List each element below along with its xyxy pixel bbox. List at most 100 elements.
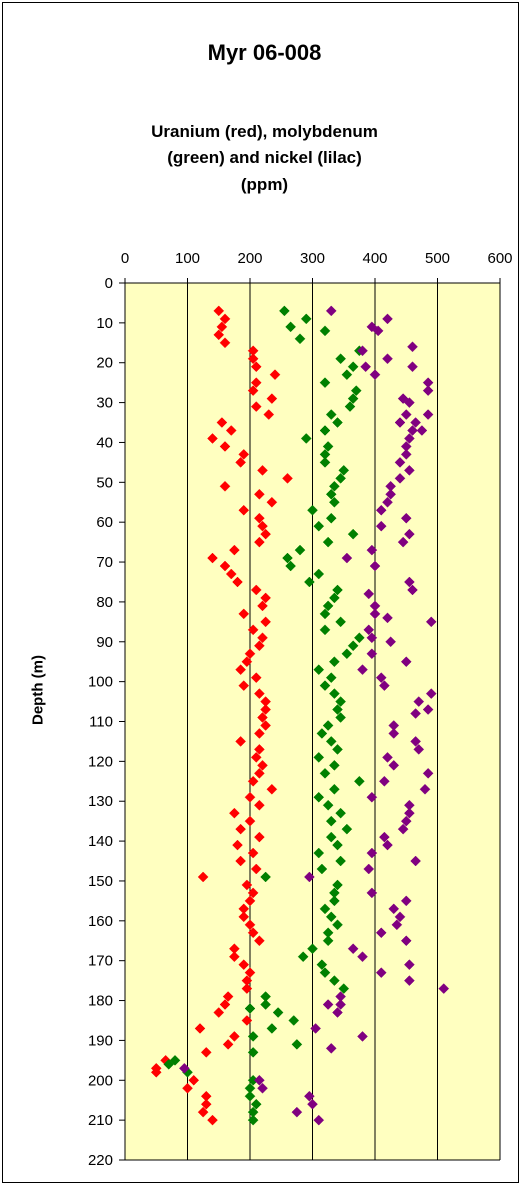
data-point: [325, 512, 337, 524]
chart-subtitle-line-3: (ppm): [240, 175, 289, 194]
data-point: [329, 759, 340, 771]
data-point: [163, 1058, 175, 1070]
data-point: [382, 353, 393, 365]
data-point: [382, 752, 393, 763]
data-point: [400, 656, 412, 668]
data-point: [207, 1114, 218, 1126]
data-point: [391, 919, 403, 931]
chart-title: Myr 06-008: [207, 40, 322, 65]
data-point: [400, 895, 412, 907]
data-point: [235, 736, 246, 747]
data-point: [354, 632, 365, 644]
y-tick-label: 0: [105, 275, 113, 292]
x-tick-label: 200: [237, 250, 262, 267]
data-point: [219, 480, 231, 492]
data-point: [385, 636, 396, 648]
y-tick-label: 160: [88, 913, 113, 930]
data-point: [254, 767, 265, 779]
data-point: [247, 353, 259, 365]
data-point: [357, 951, 368, 963]
y-tick-label: 170: [88, 953, 113, 970]
data-point: [347, 640, 359, 652]
data-point: [354, 775, 365, 787]
data-point: [366, 632, 378, 644]
data-point: [263, 409, 275, 420]
data-point: [404, 433, 415, 444]
data-point: [313, 847, 325, 859]
data-point: [194, 1023, 206, 1034]
data-point: [322, 441, 334, 452]
data-point: [260, 999, 271, 1010]
data-point: [219, 337, 231, 349]
data-point: [310, 1023, 321, 1034]
data-point: [329, 975, 340, 986]
y-tick-label: 90: [96, 634, 113, 651]
data-point: [257, 465, 268, 476]
data-point: [422, 385, 434, 396]
data-point: [200, 1098, 212, 1110]
data-point: [404, 576, 415, 588]
y-tick-label: 110: [89, 714, 113, 731]
y-tick-label: 200: [88, 1072, 113, 1089]
data-point: [335, 999, 346, 1010]
data-point: [313, 791, 325, 803]
data-point: [254, 688, 265, 699]
data-point: [410, 417, 421, 428]
data-point: [363, 588, 375, 600]
data-point: [247, 624, 259, 636]
data-point: [247, 385, 259, 396]
data-point: [394, 472, 406, 484]
data-point: [213, 1007, 225, 1018]
data-point: [260, 704, 271, 715]
data-point: [357, 345, 368, 357]
data-point: [241, 983, 253, 994]
data-point: [357, 1031, 368, 1042]
data-point: [213, 329, 225, 341]
data-point: [319, 903, 331, 915]
data-point: [325, 911, 337, 923]
data-point: [266, 783, 278, 795]
data-point: [341, 552, 353, 564]
data-point: [238, 911, 250, 923]
data-point: [313, 568, 325, 580]
data-point: [266, 496, 278, 508]
data-point: [269, 369, 281, 381]
data-point: [341, 369, 353, 381]
data-point: [338, 983, 350, 994]
data-point: [232, 576, 243, 588]
data-point: [404, 528, 415, 540]
data-point: [225, 425, 237, 436]
y-tick-label: 150: [88, 873, 113, 890]
data-point: [319, 624, 331, 636]
data-point: [250, 361, 262, 373]
data-point: [241, 1015, 253, 1026]
data-point: [419, 783, 431, 795]
data-point: [150, 1066, 162, 1078]
data-point: [332, 584, 343, 596]
data-point: [182, 1082, 193, 1094]
data-point: [363, 624, 375, 636]
data-point: [329, 656, 340, 668]
data-point: [410, 855, 421, 867]
data-point: [341, 823, 353, 835]
data-point: [285, 321, 296, 333]
data-point: [410, 736, 421, 747]
data-point: [254, 640, 265, 652]
data-point: [319, 457, 331, 468]
data-point: [382, 496, 393, 508]
data-point: [247, 887, 259, 899]
data-point: [425, 616, 437, 628]
y-tick-label: 80: [96, 594, 113, 611]
data-point: [250, 584, 262, 596]
data-point: [260, 720, 271, 731]
data-point: [216, 417, 228, 428]
data-point: [257, 712, 268, 723]
data-point: [379, 775, 390, 787]
data-point: [257, 759, 268, 771]
data-point: [229, 1031, 240, 1042]
data-point: [219, 560, 231, 572]
y-tick-label: 30: [96, 395, 113, 412]
data-point: [238, 959, 250, 971]
data-point: [238, 449, 250, 460]
data-point: [235, 823, 246, 835]
